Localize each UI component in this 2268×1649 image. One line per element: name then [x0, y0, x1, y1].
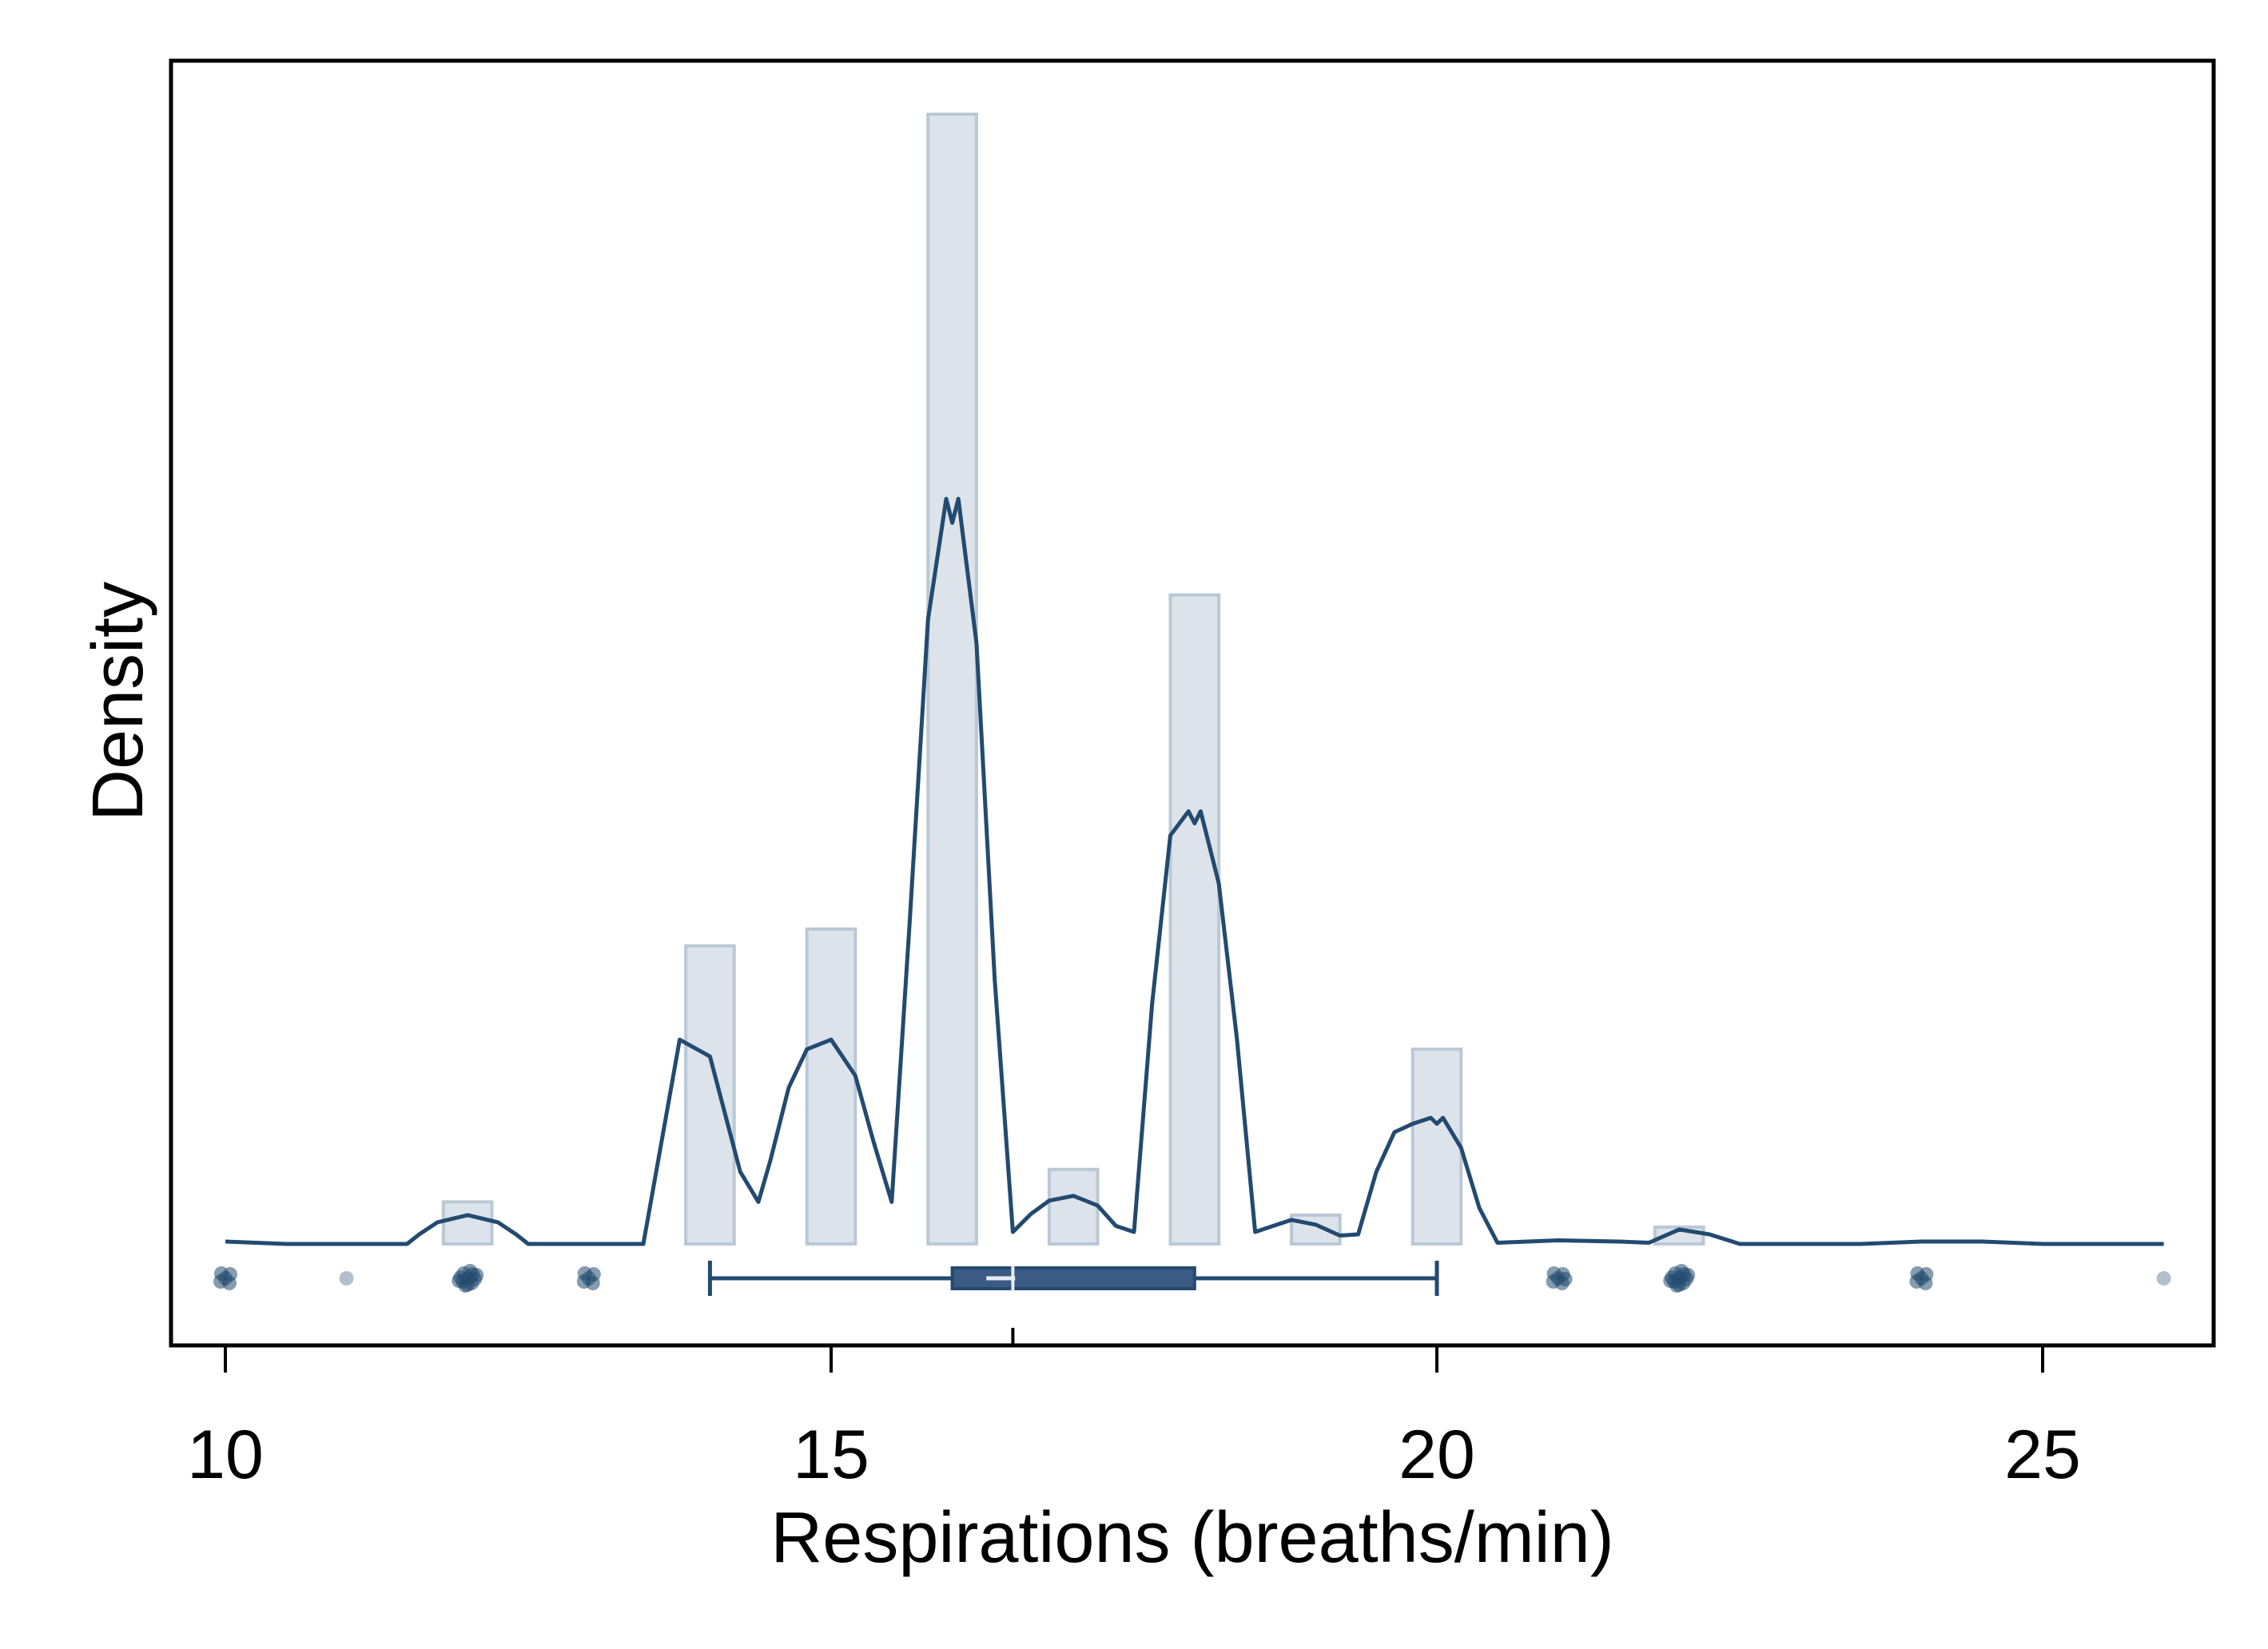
strip-point-5-11: [1672, 1277, 1687, 1292]
strip-point-1-0: [339, 1271, 354, 1285]
histogram-bar-2: [805, 927, 857, 1246]
x-tick-label-20: 20: [1399, 1417, 1475, 1493]
strip-point-3-3: [585, 1276, 600, 1290]
strip-point-5-9: [1681, 1268, 1696, 1282]
x-tick-label-15: 15: [793, 1417, 869, 1493]
box-plot: [707, 1261, 1439, 1296]
strip-point-0-4: [214, 1266, 229, 1281]
x-tick-label-10: 10: [187, 1417, 264, 1493]
histogram-bar-3: [926, 113, 978, 1246]
strip-point-6-4: [1910, 1266, 1925, 1281]
strip-points: [213, 1264, 2171, 1293]
y-axis-title: Density: [78, 582, 158, 821]
histogram-bar-1: [684, 944, 736, 1246]
histogram-bars: [441, 113, 1705, 1246]
strip-point-2-11: [460, 1277, 475, 1292]
strip-point-0-3: [222, 1276, 237, 1290]
x-axis-title: Respirations (breaths/min): [770, 1498, 1613, 1578]
histogram-bar-0: [441, 1200, 494, 1246]
strip-point-6-3: [1918, 1276, 1933, 1290]
strip-point-2-9: [469, 1268, 484, 1282]
strip-point-3-4: [577, 1266, 592, 1281]
strip-point-4-5: [1558, 1272, 1573, 1286]
density-curve: [225, 496, 2164, 1246]
histogram-bar-7: [1411, 1047, 1463, 1246]
histogram-bar-5: [1168, 593, 1221, 1246]
x-axis: 10 15 20 25: [187, 1328, 2081, 1493]
plot-frame: [169, 58, 2216, 1348]
strip-point-4-4: [1546, 1266, 1562, 1281]
x-tick-label-25: 25: [2004, 1417, 2081, 1493]
strip-point-7-0: [2156, 1271, 2171, 1285]
histogram-bar-4: [1047, 1167, 1100, 1246]
